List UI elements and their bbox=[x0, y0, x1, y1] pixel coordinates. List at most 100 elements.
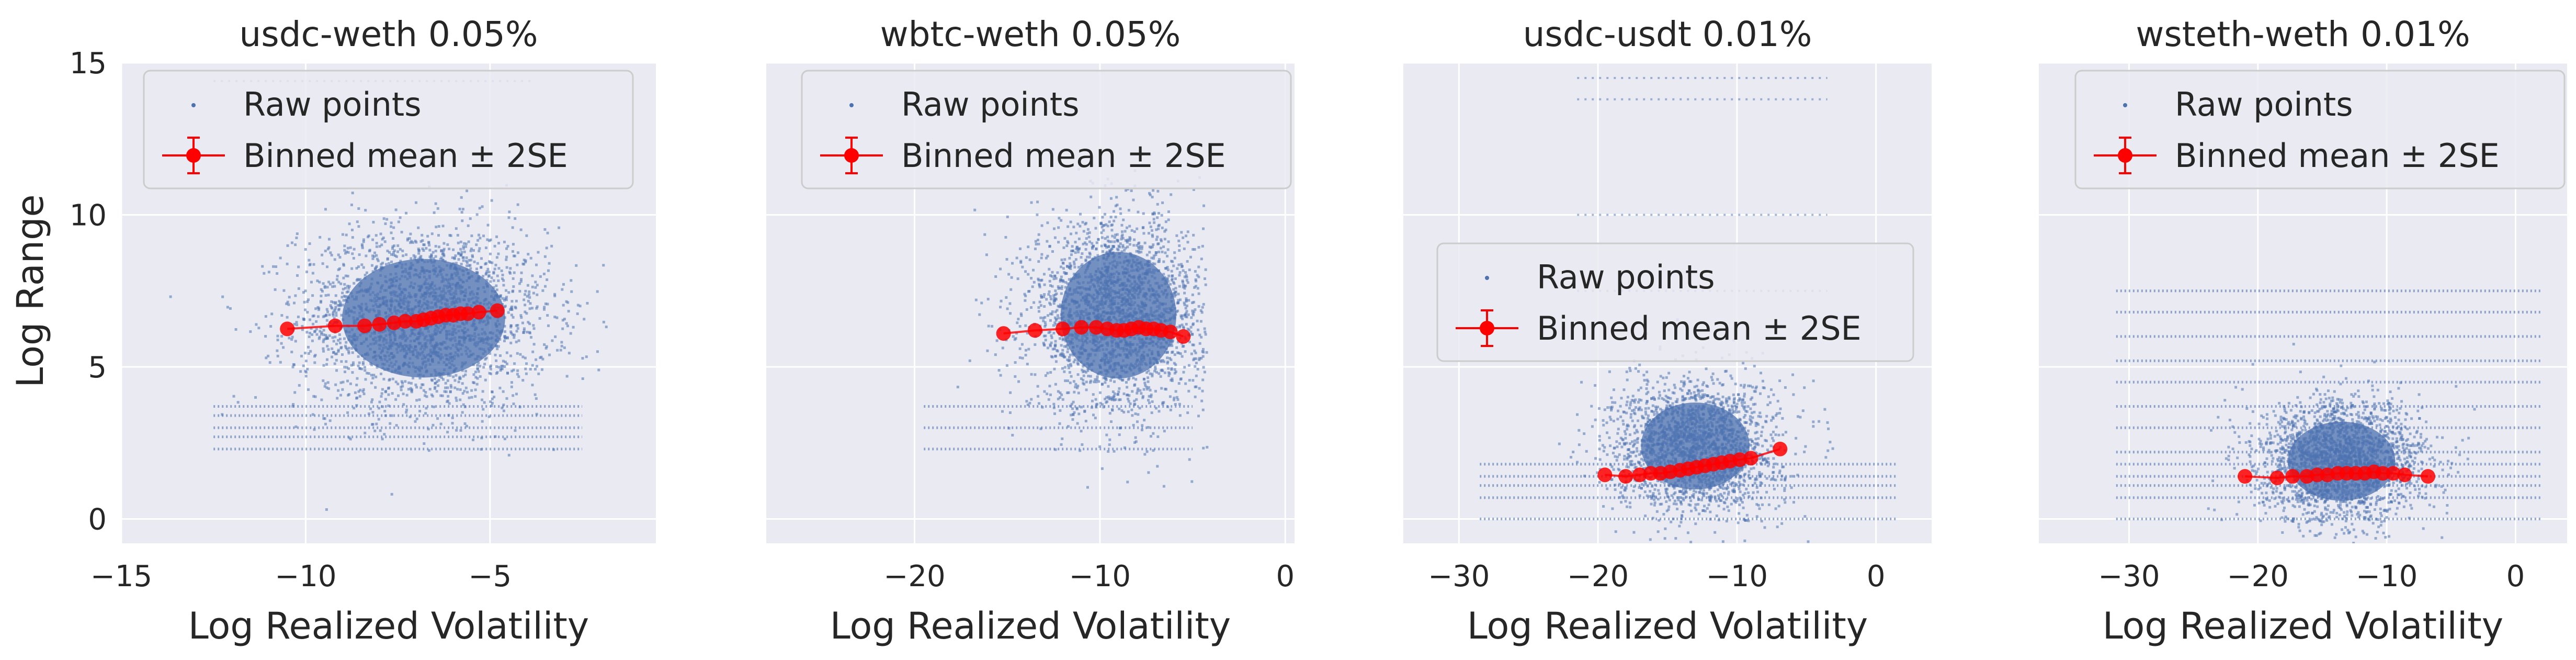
raw-point bbox=[408, 416, 412, 419]
raw-point bbox=[1099, 401, 1102, 405]
raw-point bbox=[1195, 279, 1198, 283]
raw-point bbox=[379, 429, 382, 432]
raw-point bbox=[442, 248, 446, 251]
raw-point bbox=[515, 299, 518, 303]
raw-point bbox=[371, 411, 375, 414]
raw-point bbox=[405, 408, 408, 411]
raw-point bbox=[384, 222, 387, 225]
raw-point bbox=[1184, 382, 1187, 385]
raw-point bbox=[514, 429, 517, 432]
raw-point bbox=[327, 387, 331, 390]
raw-point bbox=[347, 251, 350, 254]
raw-point bbox=[1148, 395, 1151, 398]
raw-point bbox=[455, 396, 458, 399]
raw-point bbox=[331, 355, 334, 359]
raw-point bbox=[1161, 250, 1164, 253]
raw-point bbox=[326, 310, 330, 314]
raw-point bbox=[1127, 397, 1130, 400]
raw-point bbox=[1137, 387, 1140, 390]
raw-point bbox=[395, 424, 398, 427]
raw-point bbox=[511, 250, 514, 253]
raw-point bbox=[1170, 358, 1173, 361]
raw-point bbox=[382, 236, 385, 239]
raw-point bbox=[1178, 285, 1181, 288]
raw-point bbox=[1147, 426, 1150, 429]
raw-point bbox=[1132, 198, 1135, 202]
raw-point bbox=[1050, 334, 1053, 337]
raw-point bbox=[352, 256, 355, 260]
raw-point bbox=[264, 315, 267, 318]
raw-point bbox=[556, 349, 559, 352]
raw-point bbox=[546, 231, 549, 234]
raw-point bbox=[1172, 281, 1175, 284]
raw-point bbox=[1153, 211, 1156, 214]
raw-point bbox=[1175, 346, 1178, 349]
raw-point bbox=[288, 337, 291, 340]
raw-point bbox=[524, 289, 527, 293]
raw-point bbox=[267, 354, 270, 357]
raw-point bbox=[347, 287, 350, 290]
raw-point bbox=[531, 285, 534, 288]
raw-point bbox=[1068, 371, 1071, 374]
x-tick-label: −15 bbox=[90, 560, 152, 594]
raw-point bbox=[1104, 397, 1107, 400]
raw-point bbox=[1074, 258, 1077, 261]
raw-point bbox=[1038, 285, 1041, 288]
raw-point bbox=[528, 307, 531, 310]
raw-point bbox=[351, 371, 354, 374]
raw-point bbox=[509, 326, 513, 329]
raw-point bbox=[1045, 298, 1048, 301]
raw-point bbox=[1065, 345, 1068, 348]
raw-point bbox=[1072, 354, 1075, 357]
raw-point bbox=[1172, 264, 1175, 267]
raw-point bbox=[428, 388, 432, 391]
raw-point bbox=[1173, 292, 1176, 295]
raw-point bbox=[1057, 397, 1060, 400]
raw-point bbox=[412, 254, 415, 257]
raw-point bbox=[1187, 299, 1190, 302]
raw-point bbox=[1133, 399, 1136, 402]
raw-point bbox=[488, 372, 491, 375]
raw-point bbox=[1011, 433, 1014, 437]
raw-point bbox=[1064, 286, 1067, 289]
raw-point bbox=[544, 302, 547, 305]
raw-point bbox=[504, 360, 507, 363]
raw-point bbox=[1066, 348, 1070, 351]
raw-point bbox=[313, 428, 316, 431]
raw-point bbox=[325, 508, 328, 511]
raw-point bbox=[293, 301, 296, 305]
raw-point bbox=[368, 249, 371, 252]
raw-point bbox=[1104, 381, 1107, 384]
raw-point bbox=[1036, 200, 1039, 204]
raw-point bbox=[311, 272, 314, 275]
raw-point bbox=[1121, 237, 1125, 240]
raw-point bbox=[1039, 316, 1042, 319]
raw-point bbox=[548, 353, 551, 356]
raw-point bbox=[345, 250, 348, 253]
raw-point bbox=[336, 275, 339, 278]
raw-point bbox=[495, 365, 498, 368]
y-tick-label: 0 bbox=[88, 503, 107, 537]
raw-point bbox=[404, 380, 407, 383]
raw-point bbox=[1182, 283, 1185, 286]
raw-point bbox=[387, 393, 390, 396]
raw-point bbox=[1075, 248, 1078, 251]
raw-point bbox=[1167, 218, 1170, 221]
raw-point bbox=[348, 222, 351, 226]
raw-point bbox=[502, 404, 505, 407]
raw-point bbox=[290, 351, 293, 354]
raw-point bbox=[384, 389, 388, 393]
raw-point bbox=[439, 258, 442, 261]
raw-point bbox=[1166, 351, 1169, 354]
raw-point bbox=[1109, 379, 1112, 382]
raw-point bbox=[1008, 302, 1012, 305]
raw-point bbox=[414, 255, 417, 258]
raw-point bbox=[1028, 289, 1031, 293]
raw-point bbox=[417, 252, 421, 255]
raw-point bbox=[1025, 256, 1028, 259]
raw-point bbox=[546, 278, 549, 281]
raw-point bbox=[1058, 217, 1061, 220]
raw-point bbox=[1155, 228, 1158, 231]
raw-point bbox=[523, 259, 526, 262]
